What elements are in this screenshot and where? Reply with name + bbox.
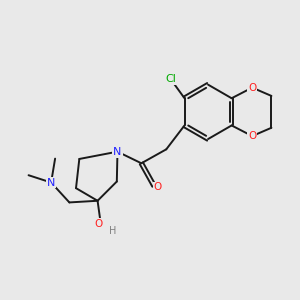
Text: N: N [113, 147, 122, 157]
Text: O: O [248, 131, 256, 141]
Text: H: H [109, 226, 116, 236]
Text: O: O [94, 219, 102, 229]
Text: O: O [154, 182, 162, 193]
Text: N: N [47, 178, 55, 188]
Text: Cl: Cl [165, 74, 176, 84]
Text: O: O [248, 82, 256, 93]
